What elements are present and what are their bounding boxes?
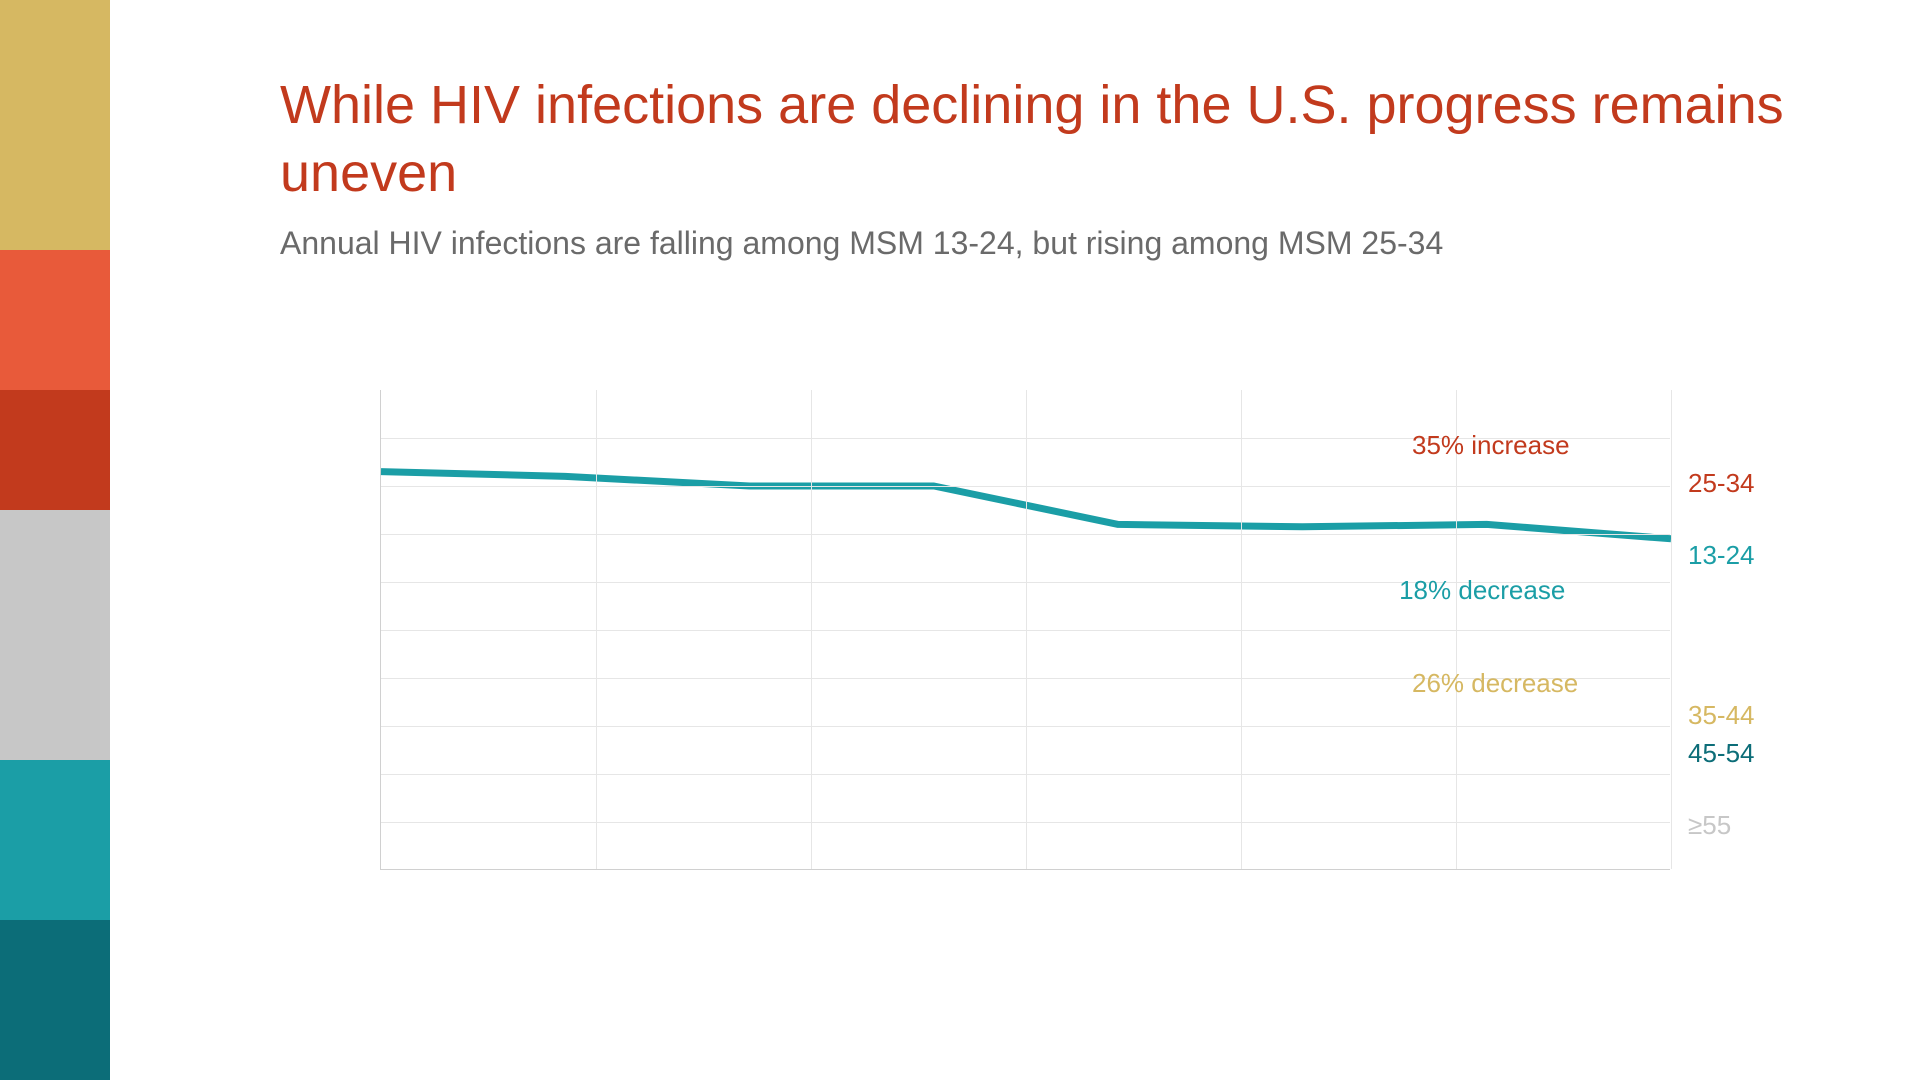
sidebar-block xyxy=(0,920,110,1080)
chart-series-label: 45-54 xyxy=(1688,738,1755,769)
chart-gridline-horizontal xyxy=(381,726,1670,727)
chart-series-label: 13-24 xyxy=(1688,540,1755,571)
sidebar-block xyxy=(0,250,110,390)
chart-series-label: 25-34 xyxy=(1688,468,1755,499)
chart-series-label: ≥55 xyxy=(1688,810,1731,841)
chart-annotation: 18% decrease xyxy=(1399,575,1565,606)
sidebar-color-blocks xyxy=(0,0,110,1080)
slide-subtitle: Annual HIV infections are falling among … xyxy=(280,225,1830,262)
chart-gridline-horizontal xyxy=(381,534,1670,535)
chart-annotation: 35% increase xyxy=(1412,430,1570,461)
content-area: While HIV infections are declining in th… xyxy=(280,72,1830,262)
chart-gridline-horizontal xyxy=(381,630,1670,631)
chart-gridline-horizontal xyxy=(381,774,1670,775)
slide: While HIV infections are declining in th… xyxy=(0,0,1920,1080)
sidebar-block xyxy=(0,510,110,760)
chart-gridline-horizontal xyxy=(381,486,1670,487)
sidebar-block xyxy=(0,0,110,250)
chart-container: 25-3413-2435-4445-54≥55 35% increase18% … xyxy=(380,390,1730,890)
chart-plot-area xyxy=(380,390,1670,870)
sidebar-block xyxy=(0,760,110,920)
chart-gridline-horizontal xyxy=(381,822,1670,823)
chart-gridline-vertical xyxy=(1671,390,1672,869)
sidebar-block xyxy=(0,390,110,510)
chart-annotation: 26% decrease xyxy=(1412,668,1578,699)
slide-title: While HIV infections are declining in th… xyxy=(280,72,1830,207)
chart-series-label: 35-44 xyxy=(1688,700,1755,731)
